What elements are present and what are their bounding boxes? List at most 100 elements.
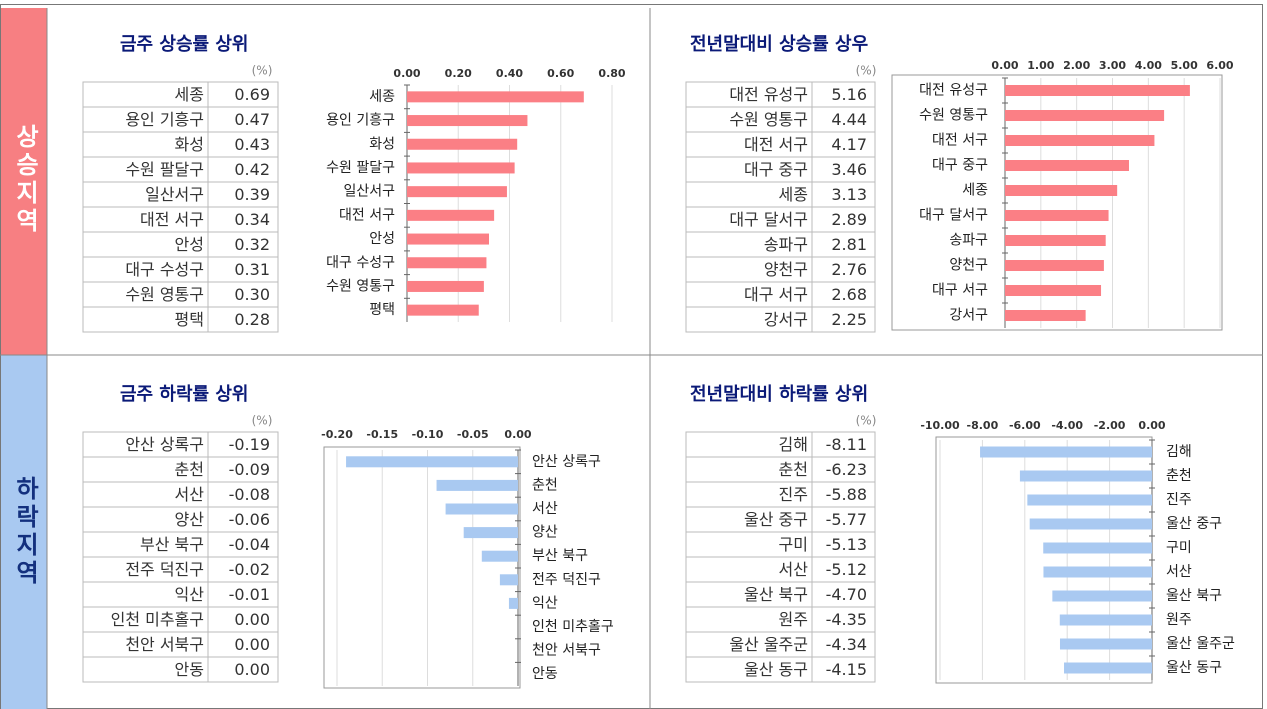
row-name: 서산 [779,560,809,579]
x-tick-label: 0.00 [393,67,420,80]
y-tick-label: 세종 [369,89,395,105]
table-cell [82,256,209,283]
row-value: -0.19 [229,435,270,454]
bar [1027,494,1152,506]
panel-title: 전년말대비 하락률 상위 [690,384,868,405]
x-tick-label: 0.60 [547,67,574,80]
unit-label: (%) [252,64,273,78]
row-name: 울산 북구 [744,585,808,604]
row-name: 춘천 [175,460,204,479]
x-tick-label: 1.00 [1027,59,1054,72]
bar [1064,662,1152,674]
row-name: 수원 영통구 [729,110,808,129]
bar [481,550,518,562]
y-tick-label: 일산서구 [343,184,395,200]
y-tick-label: 화성 [369,136,395,152]
y-tick-label: 원주 [1166,612,1192,628]
row-value: 3.46 [831,160,867,179]
row-name: 대구 달서구 [729,210,808,229]
row-value: 0.32 [234,235,270,254]
table-cell [811,206,876,233]
row-value: -5.13 [826,535,867,554]
table-cell [207,506,279,533]
table-cell [811,231,876,258]
row-value: 0.31 [234,260,270,279]
table-cell [207,181,279,208]
table-cell [811,431,876,458]
x-tick-label: -6.00 [1009,419,1041,432]
row-name: 익산 [175,585,205,604]
row-name: 대전 서구 [744,135,808,154]
table-cell [811,506,876,533]
y-tick-label: 대구 달서구 [919,208,988,224]
table-cell [207,656,279,683]
x-tick-label: -2.00 [1094,419,1126,432]
x-tick-label: -8.00 [967,419,999,432]
bar [980,446,1152,458]
x-tick-label: 0.00 [1138,419,1165,432]
bar [346,456,518,468]
table-cell [82,431,209,458]
table-cell [685,231,813,258]
bar [407,304,479,316]
row-value: 0.30 [234,285,270,304]
y-tick-label: 용인 기흥구 [326,113,395,129]
table-cell [811,281,876,308]
bar [1005,185,1118,196]
x-tick-label: 0.00 [991,59,1018,72]
x-tick-label: -10.00 [920,419,960,432]
row-value: -5.88 [826,485,867,504]
x-tick-label: 0.80 [598,67,625,80]
y-tick-label: 대구 수성구 [326,255,395,271]
x-tick-label: 6.00 [1206,59,1233,72]
unit-label: (%) [252,414,273,428]
row-name: 대구 서구 [744,285,808,304]
row-value: 2.25 [831,310,867,329]
y-tick-label: 천안 서북구 [532,643,601,659]
table-cell [82,656,209,683]
row-name: 서산 [175,485,205,504]
row-name: 세종 [175,85,204,104]
row-value: -0.06 [229,510,270,529]
bar [407,138,518,150]
bar [1029,518,1152,530]
row-name: 안성 [175,235,204,254]
table-cell [207,256,279,283]
bar [1059,614,1152,626]
y-tick-label: 수원 영통구 [326,278,395,294]
y-tick-label: 춘천 [532,477,558,493]
bar [1043,542,1152,554]
row-value: -4.35 [826,610,867,629]
table-cell [811,156,876,183]
y-tick-label: 안산 상록구 [532,454,601,470]
x-tick-label: 2.00 [1063,59,1090,72]
row-value: -0.04 [229,535,270,554]
row-name: 일산서구 [145,185,204,204]
row-name: 춘천 [779,460,808,479]
bar [407,209,495,221]
table-cell [207,531,279,558]
row-value: 2.89 [831,210,867,229]
table-cell [811,631,876,658]
row-name: 부산 북구 [140,535,204,554]
row-name: 대구 수성구 [125,260,204,279]
table-cell [685,106,813,133]
row-value: -8.11 [826,435,867,454]
bar [499,574,518,586]
x-tick-label: 0.00 [504,428,531,441]
bar [436,479,518,491]
row-value: 0.47 [234,110,270,129]
x-tick-label: -0.05 [457,428,489,441]
table-cell [82,606,209,633]
table-cell [685,181,813,208]
bar [407,115,528,127]
row-value: 0.42 [234,160,270,179]
row-name: 대전 서구 [140,210,204,229]
row-name: 세종 [779,185,808,204]
table-cell [811,531,876,558]
table-cell [207,281,279,308]
row-name: 천안 서북구 [125,635,204,654]
x-tick-label: 4.00 [1135,59,1162,72]
y-tick-label: 춘천 [1166,468,1192,484]
